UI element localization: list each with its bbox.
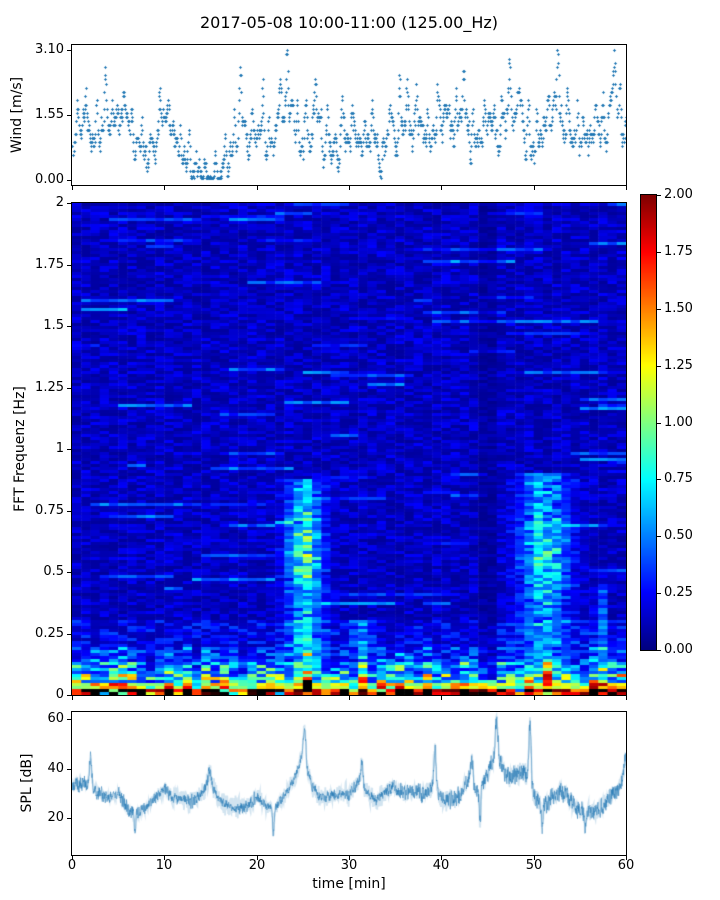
tick-mark [257,696,258,700]
tick-mark [67,769,71,770]
colorbar [640,194,657,651]
tick-label: 20 [248,858,266,873]
tick-label: 1.25 [664,358,693,373]
tick-mark [657,650,661,651]
tick-label: 0.75 [664,471,693,486]
tick-mark [72,696,73,700]
tick-mark [534,696,535,700]
tick-mark [349,856,350,860]
tick-label: 1.00 [664,415,693,430]
colorbar-canvas [641,195,656,650]
tick-label: 30 [340,858,358,873]
wind-scatter-canvas [72,45,626,185]
tick-mark [257,186,258,190]
tick-label: 60 [47,711,64,726]
tick-mark [67,818,71,819]
tick-label: 0.00 [35,172,64,187]
tick-label: 10 [155,858,173,873]
tick-label: 1.55 [35,107,64,122]
tick-label: 1 [55,441,64,456]
tick-mark [67,115,71,116]
tick-mark [349,186,350,190]
tick-label: 0 [67,858,77,873]
tick-label: 0.00 [664,642,693,657]
tick-label: 1.75 [664,244,693,259]
spectrogram-plot [71,202,627,696]
tick-mark [67,388,71,389]
tick-mark [67,634,71,635]
tick-label: 1.5 [43,318,64,333]
tick-label: 40 [432,858,450,873]
tick-mark [657,195,661,196]
tick-mark [72,186,73,190]
tick-mark [164,696,165,700]
tick-label: 1.50 [664,301,693,316]
tick-mark [441,186,442,190]
tick-mark [657,593,661,594]
tick-label: 2.00 [664,187,693,202]
tick-mark [72,856,73,860]
tick-mark [657,252,661,253]
tick-label: 60 [617,858,635,873]
tick-label: 0.75 [35,503,64,518]
spl-plot [71,711,627,856]
tick-mark [67,695,71,696]
tick-mark [164,856,165,860]
tick-mark [164,186,165,190]
tick-mark [657,366,661,367]
tick-label: 0.25 [35,626,64,641]
tick-mark [657,423,661,424]
tick-mark [67,180,71,181]
tick-mark [441,856,442,860]
tick-label: 0.25 [664,585,693,600]
tick-label: 0 [55,687,64,702]
tick-label: 40 [47,761,64,776]
tick-mark [626,856,627,860]
spectrogram-canvas [72,203,626,695]
tick-label: 3.10 [35,42,64,57]
tick-mark [626,696,627,700]
tick-mark [349,696,350,700]
tick-label: 50 [525,858,543,873]
tick-mark [67,572,71,573]
x-axis-label: time [min] [312,876,386,892]
tick-mark [67,326,71,327]
tick-mark [67,719,71,720]
tick-mark [534,186,535,190]
tick-mark [626,186,627,190]
wind-plot [71,44,627,186]
figure-title: 2017-05-08 10:00-11:00 (125.00_Hz) [199,13,499,32]
tick-mark [67,265,71,266]
tick-label: 20 [47,810,64,825]
tick-mark [67,511,71,512]
tick-label: 0.5 [43,564,64,579]
tick-label: 2 [55,195,64,210]
tick-label: 0.50 [664,528,693,543]
tick-label: 1.75 [35,257,64,272]
tick-label: 1.25 [35,380,64,395]
tick-mark [67,203,71,204]
tick-mark [657,536,661,537]
tick-mark [657,479,661,480]
spl-line-canvas [72,712,626,855]
tick-mark [67,50,71,51]
tick-mark [534,856,535,860]
tick-mark [441,696,442,700]
tick-mark [67,449,71,450]
tick-mark [657,309,661,310]
tick-mark [257,856,258,860]
